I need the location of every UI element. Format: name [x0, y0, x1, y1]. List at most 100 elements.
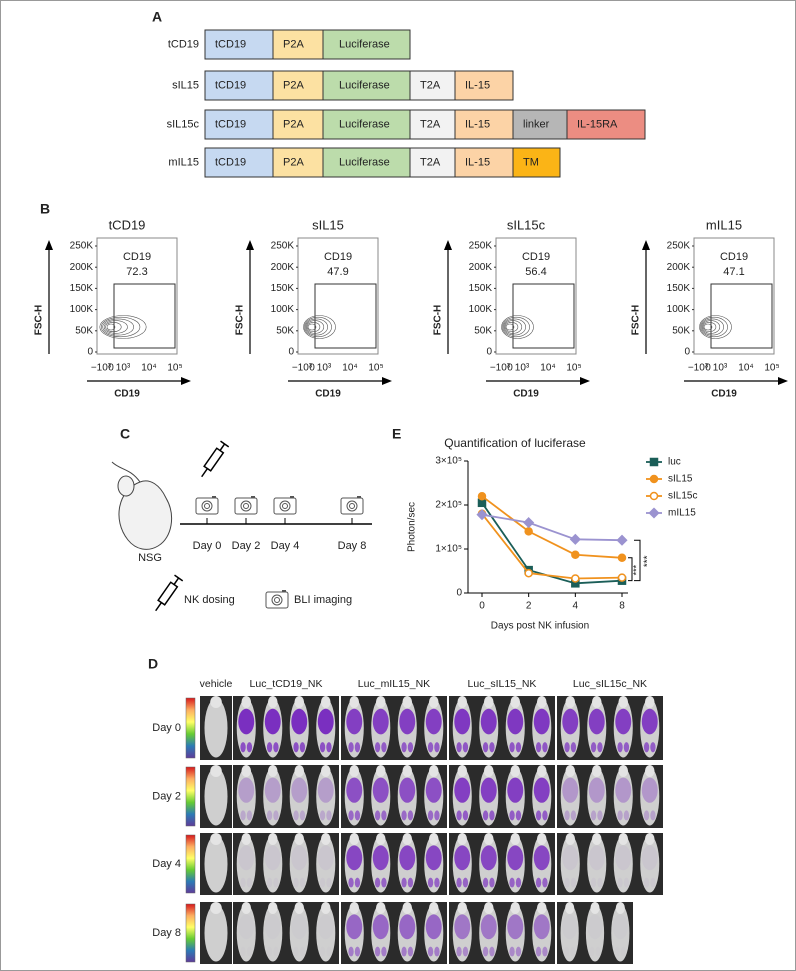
mouse-head	[510, 902, 521, 914]
signal	[299, 877, 306, 888]
segment-label: Luciferase	[339, 118, 390, 130]
contour	[502, 318, 526, 336]
signal	[434, 742, 440, 753]
signal	[597, 877, 603, 888]
mouse-head	[349, 902, 360, 914]
x-tick-label: 10⁴	[342, 363, 357, 374]
signal	[535, 877, 542, 888]
signal	[374, 810, 381, 821]
segment	[204, 70, 274, 101]
signal	[246, 742, 253, 753]
signal	[381, 946, 387, 957]
x-tick-label: 10⁵	[764, 363, 779, 374]
mouse-image	[613, 835, 633, 893]
arrowhead	[246, 240, 254, 250]
gate-percent: 47.1	[723, 266, 744, 278]
signal	[299, 742, 306, 753]
signal	[482, 742, 489, 753]
signal	[320, 947, 325, 957]
segment-label: P2A	[283, 38, 304, 50]
mouse-head	[267, 833, 278, 845]
signal	[348, 946, 354, 957]
plot-title: sIL15c	[507, 217, 546, 232]
chart-title: Quantification of luciferase	[444, 436, 586, 450]
segment	[272, 147, 324, 178]
contour	[700, 318, 724, 336]
plot-frame	[297, 237, 379, 355]
signal	[293, 742, 299, 753]
sig-bracket	[628, 557, 633, 582]
mouse-head	[536, 902, 547, 914]
segment	[322, 29, 411, 60]
contour	[503, 320, 523, 334]
camera-lens	[201, 500, 213, 512]
signal	[427, 810, 434, 821]
gate-label: CD19	[720, 251, 748, 263]
marker	[476, 509, 488, 521]
signal	[641, 777, 658, 803]
signal	[588, 777, 605, 803]
syringe-needle	[155, 602, 163, 612]
syringe-handle	[220, 440, 230, 448]
signal	[456, 810, 462, 821]
signal	[273, 742, 279, 753]
mouse-head	[320, 833, 331, 845]
mouse-image	[263, 904, 283, 962]
segment-label: tCD19	[215, 118, 246, 130]
signal	[300, 947, 305, 957]
mouse-image	[560, 835, 580, 893]
x-tick-label: 10³	[713, 363, 728, 374]
signal	[291, 708, 308, 735]
signal	[266, 877, 273, 888]
y-tick-label: 50K	[672, 325, 690, 336]
mouse-head	[510, 696, 521, 708]
x-tick-label: 10³	[317, 363, 332, 374]
signal	[623, 742, 630, 753]
mouse-head	[267, 765, 278, 777]
segment-label: IL-15RA	[577, 118, 618, 130]
signal	[507, 708, 524, 735]
y-tick-label: 100K	[271, 304, 295, 315]
mouse-head	[241, 833, 252, 845]
syringe-plunger	[173, 577, 180, 585]
mouse-image	[204, 904, 228, 962]
mouse-image	[316, 835, 336, 893]
segment-label: T2A	[420, 156, 441, 168]
x-tick-label: 2	[526, 601, 532, 612]
mouse-head	[565, 696, 576, 708]
segment-label: tCD19	[215, 38, 246, 50]
segment-label: IL-15	[465, 156, 490, 168]
y-tick-label: 3×10⁵	[435, 456, 462, 467]
syringe-needle	[201, 468, 209, 478]
y-axis-label: FSC-H	[631, 305, 642, 336]
signal	[319, 810, 326, 821]
signal	[434, 946, 440, 957]
mouse-image	[263, 767, 283, 826]
signal	[480, 845, 497, 871]
construct-name: sIL15c	[167, 118, 200, 130]
day-label: Day 2	[232, 540, 261, 552]
signal	[650, 742, 656, 753]
y-tick-label: 100K	[667, 304, 691, 315]
signal	[354, 877, 361, 888]
row-label: Day 4	[152, 858, 181, 870]
contour	[105, 321, 122, 332]
contour	[103, 320, 128, 334]
mouse-head	[210, 765, 222, 777]
x-axis-label: CD19	[114, 389, 140, 400]
syringe-plunger	[219, 443, 226, 451]
signal	[434, 810, 440, 821]
marker	[616, 534, 628, 546]
signal	[462, 946, 469, 957]
segment-label: tCD19	[215, 79, 246, 91]
mouse-head	[483, 765, 494, 777]
mouse-head	[618, 765, 629, 777]
mouse-image	[236, 835, 256, 893]
mouse-image	[289, 767, 309, 826]
x-tick-label: −10³	[292, 363, 313, 374]
signal	[319, 877, 326, 888]
signal	[346, 708, 363, 735]
x-axis-label: CD19	[315, 389, 341, 400]
segment	[566, 109, 646, 140]
mouse-head	[294, 833, 305, 845]
